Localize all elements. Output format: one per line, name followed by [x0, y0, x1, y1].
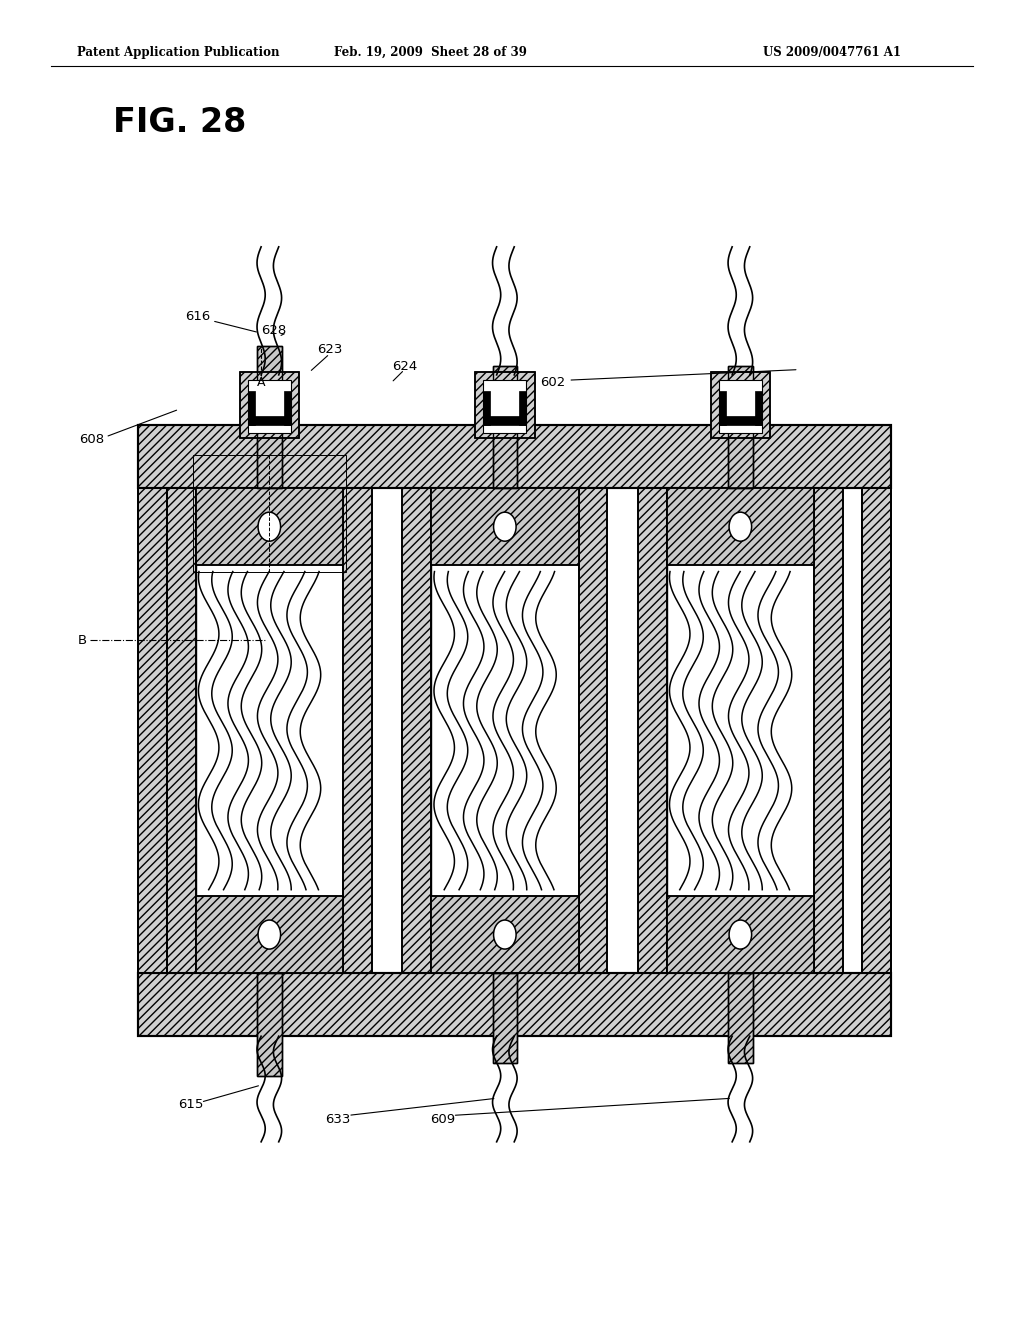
Bar: [862, 488, 891, 973]
Text: 633: 633: [326, 1113, 350, 1126]
Bar: [431, 896, 579, 973]
Bar: [719, 391, 726, 425]
Bar: [755, 391, 762, 425]
Bar: [138, 973, 891, 1036]
Text: Patent Application Publication: Patent Application Publication: [77, 46, 280, 59]
Text: Feb. 19, 2009  Sheet 28 of 39: Feb. 19, 2009 Sheet 28 of 39: [334, 46, 526, 59]
Bar: [257, 973, 282, 1076]
Bar: [196, 488, 343, 973]
Bar: [248, 380, 291, 433]
Bar: [196, 896, 343, 973]
Bar: [638, 488, 667, 973]
Bar: [431, 896, 579, 973]
Bar: [248, 416, 291, 425]
Bar: [483, 391, 490, 425]
Bar: [431, 488, 579, 565]
Bar: [402, 488, 431, 973]
Bar: [719, 416, 762, 425]
Bar: [667, 488, 814, 973]
Bar: [814, 488, 843, 973]
Circle shape: [258, 920, 281, 949]
Bar: [257, 973, 282, 1076]
Bar: [493, 366, 517, 488]
Bar: [728, 366, 753, 488]
Circle shape: [494, 920, 516, 949]
Bar: [196, 488, 343, 565]
Bar: [483, 416, 526, 425]
Bar: [519, 391, 526, 425]
Text: 615: 615: [178, 1098, 203, 1111]
Bar: [493, 973, 517, 1063]
Bar: [728, 973, 753, 1063]
Bar: [862, 488, 891, 973]
Text: 624: 624: [392, 360, 417, 374]
Bar: [719, 380, 762, 433]
Bar: [483, 380, 526, 433]
Bar: [667, 488, 814, 565]
Bar: [257, 346, 282, 488]
Bar: [193, 455, 346, 572]
Bar: [257, 346, 282, 488]
Circle shape: [494, 512, 516, 541]
Bar: [728, 366, 753, 488]
Bar: [475, 372, 535, 438]
Bar: [667, 488, 814, 565]
Bar: [167, 488, 196, 973]
Bar: [493, 366, 517, 488]
Bar: [579, 488, 607, 973]
Bar: [196, 896, 343, 973]
Text: 608: 608: [80, 433, 104, 446]
Bar: [138, 488, 167, 973]
Bar: [138, 425, 891, 488]
Bar: [248, 391, 255, 425]
Bar: [431, 488, 579, 565]
Bar: [814, 488, 843, 973]
Text: US 2009/0047761 A1: US 2009/0047761 A1: [763, 46, 901, 59]
Bar: [196, 488, 343, 565]
Bar: [343, 488, 372, 973]
Bar: [138, 488, 167, 973]
Bar: [431, 488, 579, 973]
Bar: [343, 488, 372, 973]
Bar: [728, 973, 753, 1063]
Bar: [240, 372, 299, 438]
Text: FIG. 28: FIG. 28: [113, 106, 246, 139]
Bar: [284, 391, 291, 425]
Bar: [667, 896, 814, 973]
Bar: [240, 372, 299, 438]
Text: 602: 602: [541, 376, 565, 389]
Circle shape: [729, 920, 752, 949]
Text: A: A: [257, 376, 265, 389]
Bar: [475, 372, 535, 438]
Bar: [579, 488, 607, 973]
Text: 616: 616: [185, 310, 210, 323]
Text: 623: 623: [317, 343, 342, 356]
Circle shape: [258, 512, 281, 541]
Bar: [638, 488, 667, 973]
Bar: [667, 896, 814, 973]
Text: 609: 609: [430, 1113, 455, 1126]
Bar: [711, 372, 770, 438]
Text: B: B: [78, 634, 86, 647]
Bar: [167, 488, 196, 973]
Bar: [138, 425, 891, 488]
Text: 628: 628: [261, 323, 286, 337]
Circle shape: [729, 512, 752, 541]
Bar: [402, 488, 431, 973]
Bar: [138, 973, 891, 1036]
Bar: [493, 973, 517, 1063]
Bar: [711, 372, 770, 438]
